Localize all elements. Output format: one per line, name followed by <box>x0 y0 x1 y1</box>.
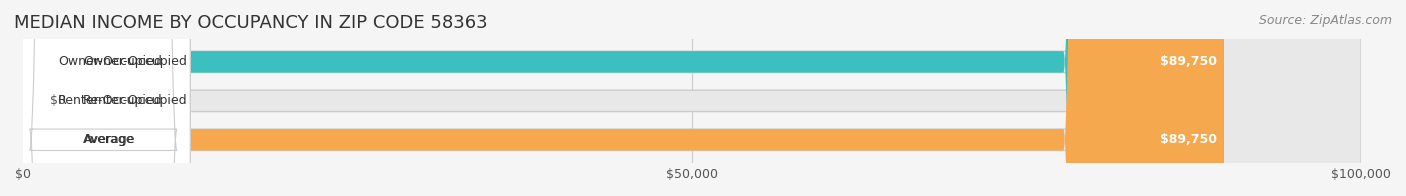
Text: MEDIAN INCOME BY OCCUPANCY IN ZIP CODE 58363: MEDIAN INCOME BY OCCUPANCY IN ZIP CODE 5… <box>14 14 488 32</box>
Text: Average: Average <box>84 133 136 146</box>
FancyBboxPatch shape <box>17 0 190 196</box>
Text: $0: $0 <box>49 94 66 107</box>
Text: Source: ZipAtlas.com: Source: ZipAtlas.com <box>1258 14 1392 27</box>
Text: Owner-Occupied: Owner-Occupied <box>83 55 187 68</box>
FancyBboxPatch shape <box>22 0 1361 196</box>
FancyBboxPatch shape <box>22 0 1361 196</box>
Text: $89,750: $89,750 <box>1160 133 1218 146</box>
Text: Renter-Occupied: Renter-Occupied <box>83 94 188 107</box>
FancyBboxPatch shape <box>17 0 190 196</box>
FancyBboxPatch shape <box>22 0 1223 196</box>
Text: $89,750: $89,750 <box>1160 55 1218 68</box>
FancyBboxPatch shape <box>17 0 190 196</box>
Text: Renter-Occupied: Renter-Occupied <box>58 94 162 107</box>
FancyBboxPatch shape <box>22 0 1361 196</box>
Text: Owner-Occupied: Owner-Occupied <box>58 55 162 68</box>
FancyBboxPatch shape <box>22 0 1223 196</box>
Text: Average: Average <box>83 133 135 146</box>
